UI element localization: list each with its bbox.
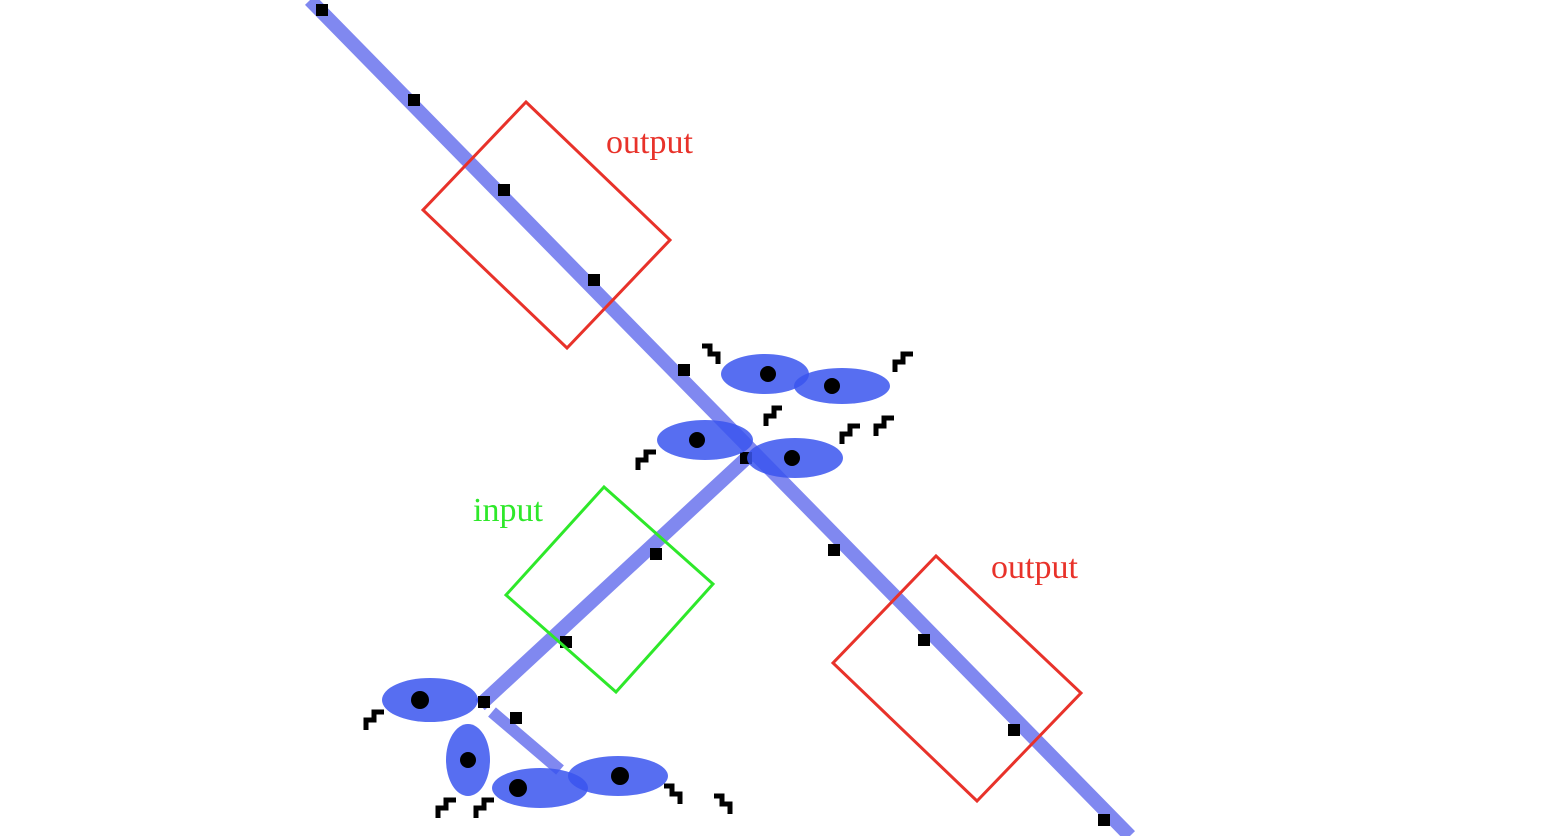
output-track — [305, 0, 1135, 836]
glider-icon — [408, 94, 420, 106]
eater-icon — [363, 709, 384, 730]
eater-icon — [664, 783, 683, 804]
eater-icon — [435, 797, 456, 818]
output-box-bottom — [830, 553, 1084, 804]
eater-icon — [892, 351, 913, 372]
output-label-top: output — [606, 124, 693, 161]
glider-icon — [828, 544, 840, 556]
glider-icon — [316, 4, 328, 16]
output-label-bottom: output — [991, 549, 1078, 586]
glider-icon — [588, 274, 600, 286]
lower-emitter-cluster — [363, 678, 733, 818]
upper-emitter-cluster — [635, 343, 913, 478]
glider-icon — [918, 634, 930, 646]
glider-icon — [678, 364, 690, 376]
glider-icon — [498, 184, 510, 196]
glider-icon — [478, 696, 490, 708]
input-box — [503, 484, 716, 695]
output-box-top — [420, 99, 673, 351]
eater-icon — [873, 415, 894, 436]
glider-icon — [1098, 814, 1110, 826]
input-track — [475, 447, 757, 775]
glider-icon — [1008, 724, 1020, 736]
gliders-input-stream — [478, 548, 662, 724]
eater-icon — [763, 405, 782, 426]
eater-icon — [714, 793, 733, 814]
input-label: input — [473, 492, 543, 529]
glider-icon — [510, 712, 522, 724]
eater-icon — [702, 343, 721, 364]
glider-icon — [650, 548, 662, 560]
eater-icon — [635, 449, 656, 470]
eater-icon — [473, 797, 494, 818]
eater-icon — [839, 423, 860, 444]
